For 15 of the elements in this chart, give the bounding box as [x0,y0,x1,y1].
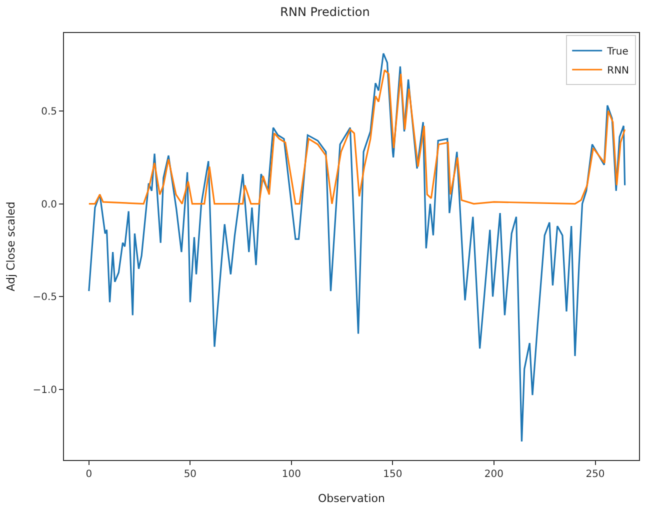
y-tick-label: −0.5 [32,292,57,304]
y-tick-label: −1.0 [32,384,57,396]
legend-label: RNN [607,66,630,77]
x-tick-label: 200 [484,469,504,480]
y-tick-label: 0.5 [41,106,57,118]
x-tick-label: 250 [586,469,605,480]
x-tick-label: 50 [184,469,197,480]
x-tick-label: 150 [383,469,402,480]
y-axis-title: Adj Close scaled [4,202,18,292]
legend-label: True [606,46,628,58]
y-tick-label: 0.0 [41,199,57,210]
x-tick-label: 100 [282,469,301,480]
x-axis-title: Observation [318,492,386,506]
chart-title: RNN Prediction [280,5,370,20]
x-tick-label: 0 [86,469,92,480]
